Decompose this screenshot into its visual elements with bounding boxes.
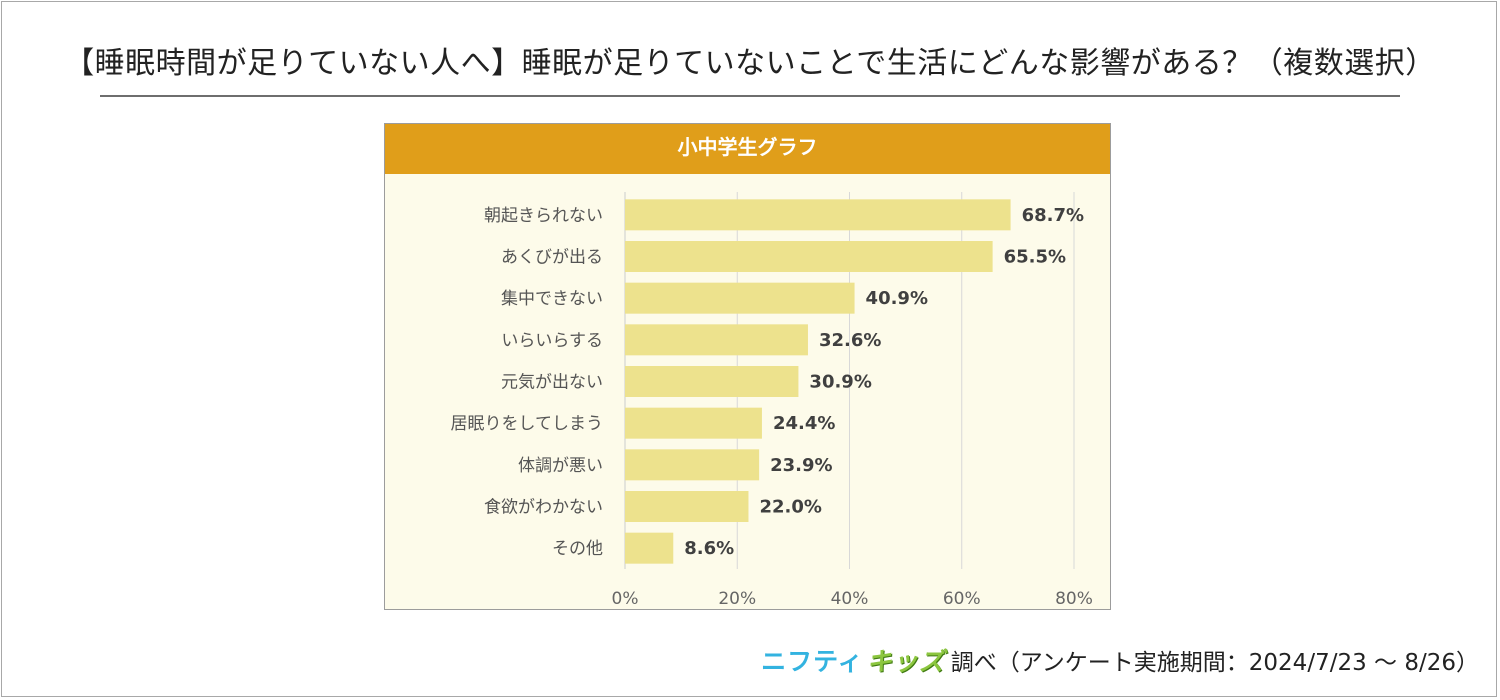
data-label: 32.6% [819,330,881,351]
x-tick-label: 0% [612,589,639,609]
bar [625,491,749,522]
chart-title: 小中学生グラフ [385,124,1110,174]
bar [625,241,993,272]
category-label: 元気が出ない [501,373,603,393]
category-label: 朝起きられない [484,206,603,226]
data-label: 65.5% [1004,247,1066,268]
bar [625,366,799,397]
data-label: 30.9% [809,372,871,393]
category-label: その他 [552,539,603,559]
data-label: 68.7% [1022,205,1084,226]
category-label: あくびが出る [501,248,603,268]
category-label: 居眠りをしてしまう [451,414,604,434]
bar [625,532,674,564]
title-underline [100,95,1400,97]
brand-logo-kids: キッズ [866,647,945,676]
bar [625,199,1011,231]
brand-logo-nifty: ニフティ [761,647,864,676]
data-label: 22.0% [759,497,821,518]
data-label: 24.4% [773,413,835,434]
category-label: いらいらする [501,331,603,351]
source-footer: ニフティ キッズ 調べ（アンケート実施期間：2024/7/23 ～ 8/26） [761,642,1479,678]
x-tick-label: 80% [1055,589,1093,609]
category-label: 体調が悪い [518,456,603,476]
data-label: 8.6% [684,538,734,559]
bar-chart: 0% 20% 40% 60% 80% 朝起きられない 68.7% あくびが出る 65.5% 集中で… [451,192,1093,609]
bar [625,407,762,439]
x-tick-label: 20% [718,589,756,609]
bar [625,449,760,481]
page-title: 【睡眠時間が足りていない人へ】睡眠が足りていないことで生活にどんな影響がある？（… [64,46,1436,81]
chart-panel: 小中学生グラフ 0% 20% 40% 60% 80% 朝起きられない 68.7% あくびが出る… [384,123,1111,610]
survey-period-note: 調べ（アンケート実施期間：2024/7/23 ～ 8/26） [950,650,1479,676]
category-label: 集中できない [501,289,603,309]
bar [625,324,808,356]
x-tick-label: 60% [943,589,981,609]
data-label: 23.9% [770,455,832,476]
data-label: 40.9% [866,288,928,309]
category-label: 食欲がわかない [484,498,603,518]
x-tick-label: 40% [831,589,869,609]
bar [625,282,855,314]
